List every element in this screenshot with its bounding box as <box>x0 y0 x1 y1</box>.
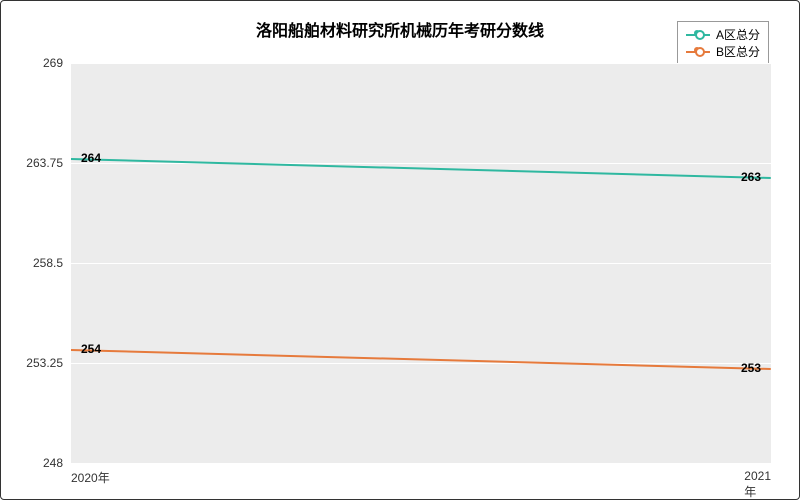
plot-area: 248253.25258.5263.752692020年2021年2642632… <box>71 63 771 463</box>
y-tick-label: 269 <box>43 56 63 70</box>
legend-item: B区总分 <box>686 43 760 60</box>
series-line <box>71 349 771 370</box>
point-label: 253 <box>735 361 767 375</box>
legend: A区总分B区总分 <box>677 21 769 65</box>
grid-line <box>71 163 771 164</box>
grid-line <box>71 263 771 264</box>
series-line <box>71 158 771 179</box>
x-tick-label: 2020年 <box>71 469 110 486</box>
grid-line <box>71 363 771 364</box>
chart-container: 洛阳船舶材料研究所机械历年考研分数线 A区总分B区总分 248253.25258… <box>0 0 800 500</box>
grid-line <box>71 63 771 64</box>
legend-item: A区总分 <box>686 26 760 43</box>
y-tick-label: 263.75 <box>26 156 63 170</box>
grid-line <box>71 463 771 464</box>
legend-label: B区总分 <box>716 43 760 60</box>
point-label: 254 <box>75 342 107 356</box>
x-tick-label: 2021年 <box>744 469 771 500</box>
y-tick-label: 258.5 <box>33 256 63 270</box>
point-label: 264 <box>75 151 107 165</box>
y-tick-label: 253.25 <box>26 356 63 370</box>
legend-label: A区总分 <box>716 26 760 43</box>
y-tick-label: 248 <box>43 456 63 470</box>
point-label: 263 <box>735 170 767 184</box>
